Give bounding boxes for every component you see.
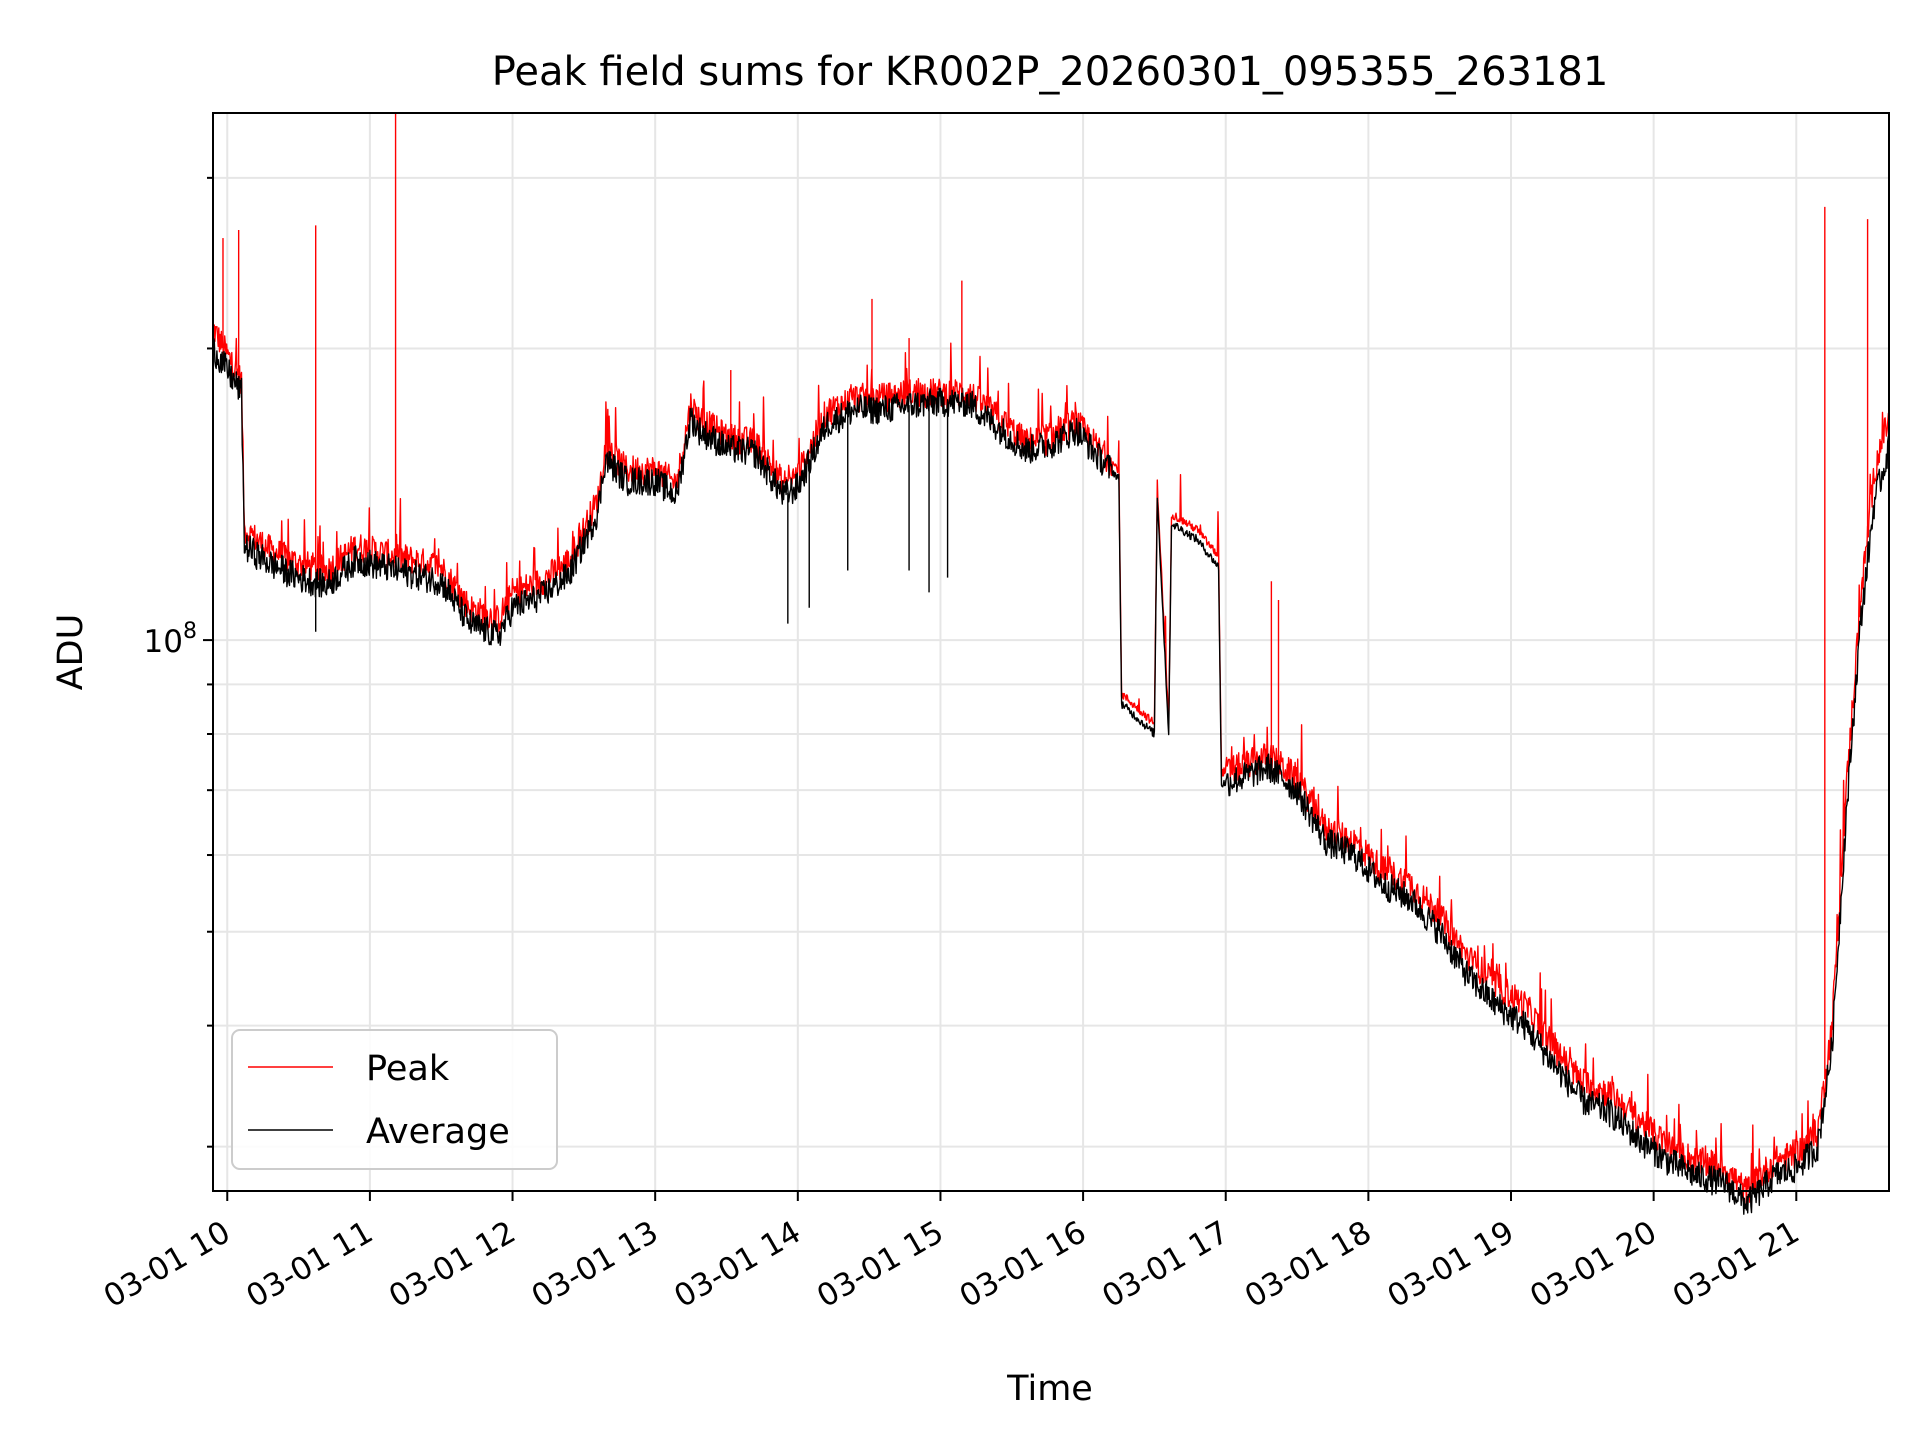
plot-frame	[212, 112, 1890, 1192]
x-axis-label: Time	[1006, 1369, 1093, 1409]
y-axis-label: ADU	[51, 614, 91, 691]
legend-box	[231, 1029, 558, 1170]
legend-average-label: Average	[366, 1112, 510, 1152]
y-tick-label-exponent: 8	[183, 619, 197, 644]
series-layer	[212, 113, 1890, 1215]
series-line-average	[212, 337, 1890, 1215]
grid	[213, 113, 1889, 1191]
chart-title: Peak field sums for KR002P_20260301_0953…	[492, 49, 1609, 95]
legend: Peak Average	[231, 1029, 558, 1170]
y-tick-label: 108	[144, 619, 197, 660]
y-tick-label-base: 10	[144, 624, 183, 660]
legend-peak-label: Peak	[366, 1049, 450, 1089]
